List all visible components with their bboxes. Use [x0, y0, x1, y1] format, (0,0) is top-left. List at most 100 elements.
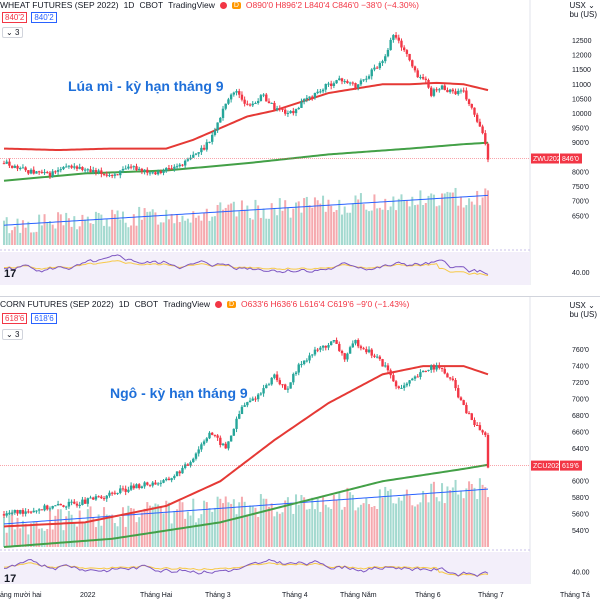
corn-volume-bar — [267, 506, 270, 547]
wheat-volume-bar — [97, 212, 100, 245]
corn-volume-bar — [76, 526, 79, 547]
wheat-volume-bar — [265, 218, 268, 245]
corn-volume-bar — [121, 507, 124, 547]
corn-volume-bar — [262, 498, 265, 547]
corn-candle-body — [246, 402, 249, 406]
wheat-candle-body — [427, 79, 430, 88]
corn-volume-bar — [311, 497, 314, 547]
corn-collapse-button[interactable]: ⌄ 3 — [2, 329, 24, 340]
wheat-volume-bar — [357, 199, 360, 245]
corn-candle-body — [211, 432, 214, 435]
corn-volume-bar — [435, 497, 438, 547]
wheat-candle-body — [357, 84, 360, 88]
wheat-candle-body — [265, 94, 268, 102]
wheat-volume-bar — [424, 203, 427, 245]
wheat-candle-body — [186, 159, 190, 161]
corn-volume-bar — [178, 501, 181, 547]
corn-candle-body — [475, 424, 479, 426]
xaxis-label: Tháng 6 — [415, 592, 441, 599]
corn-candle-body — [35, 510, 38, 512]
corn-candle-body — [365, 349, 368, 353]
corn-candle-body — [316, 349, 319, 351]
wheat-ytick-label: 11000 — [572, 82, 591, 89]
corn-candle-body — [108, 492, 111, 496]
corn-symbol[interactable]: CORN FUTURES (SEP 2022) — [0, 299, 114, 309]
wheat-volume-bar — [149, 211, 152, 245]
wheat-volume-bar — [78, 226, 81, 245]
wheat-collapse-button[interactable]: ⌄ 3 — [2, 27, 24, 38]
xaxis-label: Tháng Năm — [340, 592, 377, 599]
wheat-candle-body — [227, 99, 230, 104]
corn-volume-bar — [349, 492, 352, 547]
corn-bid-box[interactable]: 618'6 — [2, 313, 28, 324]
corn-last-value-bg — [560, 460, 582, 471]
wheat-candle-body — [156, 171, 160, 175]
wheat-ma50-line — [3, 81, 489, 152]
wheat-symbol[interactable]: WHEAT FUTURES (SEP 2022) — [0, 0, 119, 10]
wheat-volume-bar — [200, 220, 203, 245]
corn-exchange: CBOT — [134, 299, 159, 309]
wheat-candle-body — [148, 172, 152, 174]
corn-chart-svg[interactable]: ZCU2022 619'6 760'0 740'0 720'0 700'0 680'0 660… — [0, 297, 600, 601]
wheat-ma200-line — [3, 141, 489, 182]
corn-candle-body — [83, 499, 87, 504]
wheat-volume-bar — [365, 209, 368, 245]
wheat-volume-bar — [27, 221, 30, 245]
xaxis-label: 2022 — [80, 592, 96, 599]
corn-volume-bar — [149, 505, 152, 547]
corn-candle-body — [70, 501, 73, 503]
wheat-volume-bar — [170, 213, 173, 245]
wheat-candle-body — [40, 171, 44, 173]
wheat-candle-body — [108, 175, 111, 177]
corn-candle-body — [324, 345, 327, 348]
xaxis-label: Tháng 4 — [282, 592, 308, 599]
corn-candle-body — [486, 434, 490, 468]
wheat-candle-body — [389, 39, 392, 50]
wheat-candle-body — [51, 171, 54, 177]
corn-ytick-label: 700'0 — [572, 397, 589, 404]
corn-candle-body — [454, 380, 457, 389]
flag-icon[interactable] — [214, 300, 222, 308]
corn-candle-body — [311, 354, 314, 356]
wheat-candle-body — [448, 89, 452, 93]
corn-candle-body — [224, 443, 227, 449]
wheat-candle-body — [154, 172, 157, 175]
wheat-candle-body — [178, 164, 181, 167]
corn-volume-bar — [408, 495, 411, 547]
wheat-candle-body — [421, 76, 425, 79]
wheat-volume-bar — [84, 219, 87, 245]
wheat-volume-bar — [162, 222, 165, 245]
wheat-ask-box[interactable]: 840'2 — [31, 12, 57, 23]
corn-ask-box[interactable]: 618'6 — [31, 313, 57, 324]
corn-candle-body — [221, 443, 225, 445]
corn-candle-body — [27, 511, 30, 513]
corn-candle-body — [467, 413, 471, 415]
corn-unit[interactable]: USX ⌄ bu (US) — [569, 301, 597, 319]
corn-ytick-label: 660'0 — [572, 429, 589, 436]
wheat-legend: WHEAT FUTURES (SEP 2022) 1D CBOT Trading… — [0, 0, 419, 10]
wheat-volume-bar — [286, 207, 289, 245]
corn-candle-body — [181, 467, 184, 474]
corn-volume-bar — [430, 483, 433, 547]
wheat-volume-bar — [384, 198, 387, 245]
corn-volume-bar — [3, 516, 5, 547]
tradingview-logo-icon: 17 — [4, 268, 17, 280]
flag-icon[interactable] — [219, 1, 227, 9]
wheat-volume-bar — [259, 217, 262, 245]
wheat-candle-body — [5, 161, 8, 164]
corn-candle-body — [205, 438, 208, 442]
corn-volume-bar — [451, 487, 454, 547]
corn-volume-bar — [284, 500, 287, 547]
wheat-unit[interactable]: USX ⌄ bu (US) — [569, 1, 597, 19]
wheat-candle-body — [146, 169, 149, 173]
corn-candle-body — [284, 384, 287, 390]
corn-candle-body — [67, 501, 71, 507]
wheat-volume-bar — [389, 206, 392, 245]
corn-candle-body — [75, 503, 79, 506]
wheat-candle-body — [205, 142, 208, 150]
wheat-candle-body — [305, 97, 309, 100]
corn-candle-body — [183, 464, 187, 468]
corn-candle-body — [427, 369, 430, 371]
wheat-bid-box[interactable]: 840'2 — [2, 12, 28, 23]
